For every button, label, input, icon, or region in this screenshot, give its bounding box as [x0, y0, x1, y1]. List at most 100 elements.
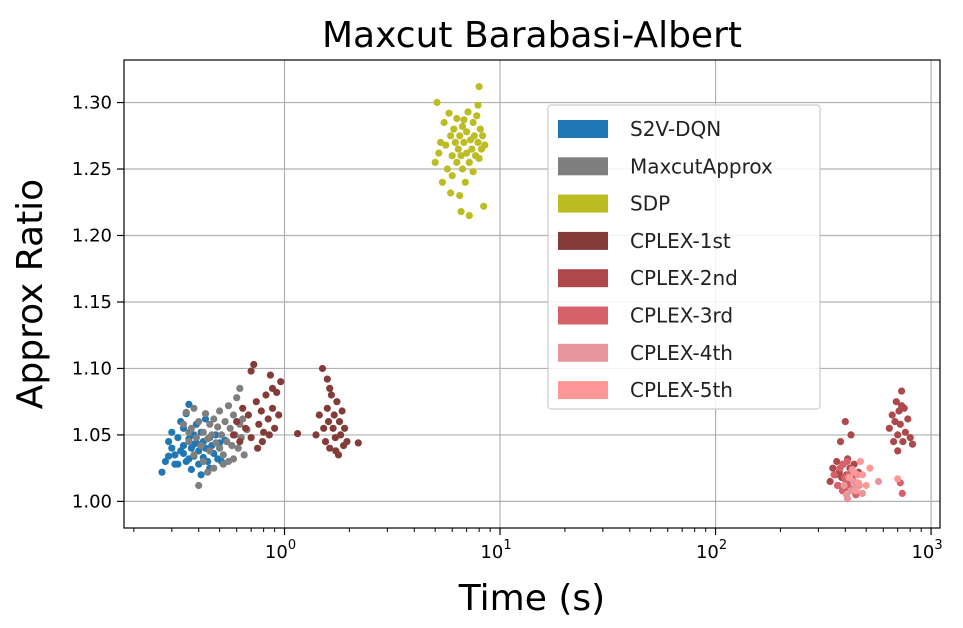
data-point — [474, 138, 482, 146]
data-point — [268, 384, 277, 392]
y-tick-label: 1.15 — [72, 292, 112, 313]
y-tick-label: 1.30 — [72, 93, 112, 114]
data-point — [898, 402, 906, 410]
data-point — [898, 489, 906, 497]
data-point — [229, 431, 238, 439]
series-cplex-1st — [229, 360, 362, 459]
data-point — [187, 465, 195, 474]
data-point — [463, 149, 471, 157]
data-point — [480, 202, 488, 210]
y-axis-label: Approx Ratio — [10, 179, 51, 409]
legend-swatch — [558, 120, 608, 138]
legend-label: CPLEX-1st — [630, 229, 731, 253]
data-point — [179, 449, 188, 458]
data-point — [236, 438, 244, 446]
x-tick-label: 103 — [911, 538, 942, 563]
data-point — [312, 431, 320, 439]
data-point — [435, 149, 443, 157]
data-point — [206, 447, 214, 455]
data-point — [247, 434, 255, 442]
data-point — [458, 122, 467, 131]
data-point — [185, 400, 193, 408]
data-point — [190, 451, 198, 459]
data-point — [465, 212, 473, 220]
data-point — [826, 477, 834, 486]
legend-label: CPLEX-2nd — [630, 266, 738, 290]
legend-label: CPLEX-5th — [630, 378, 733, 402]
plot-frame — [123, 59, 941, 529]
legend-label: SDP — [630, 192, 670, 216]
data-point — [894, 475, 902, 483]
data-point — [257, 407, 265, 415]
data-point — [158, 468, 166, 476]
data-point — [343, 438, 351, 446]
data-point — [239, 415, 247, 423]
data-point — [266, 371, 274, 379]
data-point — [465, 158, 473, 166]
data-point — [896, 420, 904, 428]
data-point — [473, 112, 481, 120]
data-point — [182, 408, 190, 416]
data-point — [830, 471, 838, 479]
data-point — [906, 434, 914, 442]
data-point — [217, 431, 226, 439]
data-point — [445, 109, 453, 117]
data-point — [829, 464, 837, 472]
data-point — [247, 367, 255, 375]
data-point — [216, 407, 224, 415]
data-point — [469, 118, 477, 127]
data-point — [236, 384, 244, 392]
data-point — [833, 481, 842, 490]
data-point — [448, 152, 456, 160]
data-point — [858, 471, 867, 479]
data-point — [192, 434, 200, 442]
data-point — [457, 208, 465, 216]
data-point — [470, 132, 478, 140]
y-tick-label: 1.20 — [72, 226, 112, 247]
data-point — [219, 451, 227, 459]
legend-box — [547, 104, 821, 410]
data-point — [891, 418, 899, 426]
data-point — [233, 394, 241, 402]
data-point — [908, 440, 917, 448]
x-tick-label: 101 — [480, 538, 511, 563]
data-point — [456, 192, 464, 200]
data-point — [277, 378, 285, 386]
data-point — [234, 444, 242, 452]
data-point — [894, 431, 902, 439]
data-point — [337, 431, 345, 439]
data-point — [892, 398, 900, 406]
data-point — [885, 424, 893, 432]
series-maxcutapprox — [179, 384, 251, 490]
data-point — [333, 398, 341, 406]
data-point — [479, 132, 487, 140]
data-point — [168, 444, 176, 452]
data-point — [318, 364, 327, 373]
data-point — [888, 411, 896, 419]
data-point — [453, 114, 461, 123]
data-point — [195, 418, 203, 426]
data-point — [229, 455, 238, 463]
y-tick-label: 1.10 — [72, 358, 112, 379]
data-point — [174, 434, 182, 442]
data-point — [841, 418, 849, 426]
data-point — [197, 442, 205, 450]
data-point — [469, 168, 477, 176]
data-point — [260, 428, 268, 436]
data-point — [463, 128, 471, 136]
data-point — [326, 384, 334, 392]
data-point — [214, 423, 222, 431]
data-point — [440, 118, 448, 127]
data-point — [223, 438, 231, 446]
data-point — [265, 431, 273, 439]
data-point — [321, 438, 330, 446]
data-point — [433, 98, 441, 107]
data-point — [239, 404, 247, 412]
data-point — [335, 418, 344, 426]
data-point — [338, 407, 346, 415]
data-point — [171, 460, 179, 468]
data-point — [294, 430, 302, 438]
data-point — [185, 438, 193, 446]
data-point — [874, 477, 883, 486]
